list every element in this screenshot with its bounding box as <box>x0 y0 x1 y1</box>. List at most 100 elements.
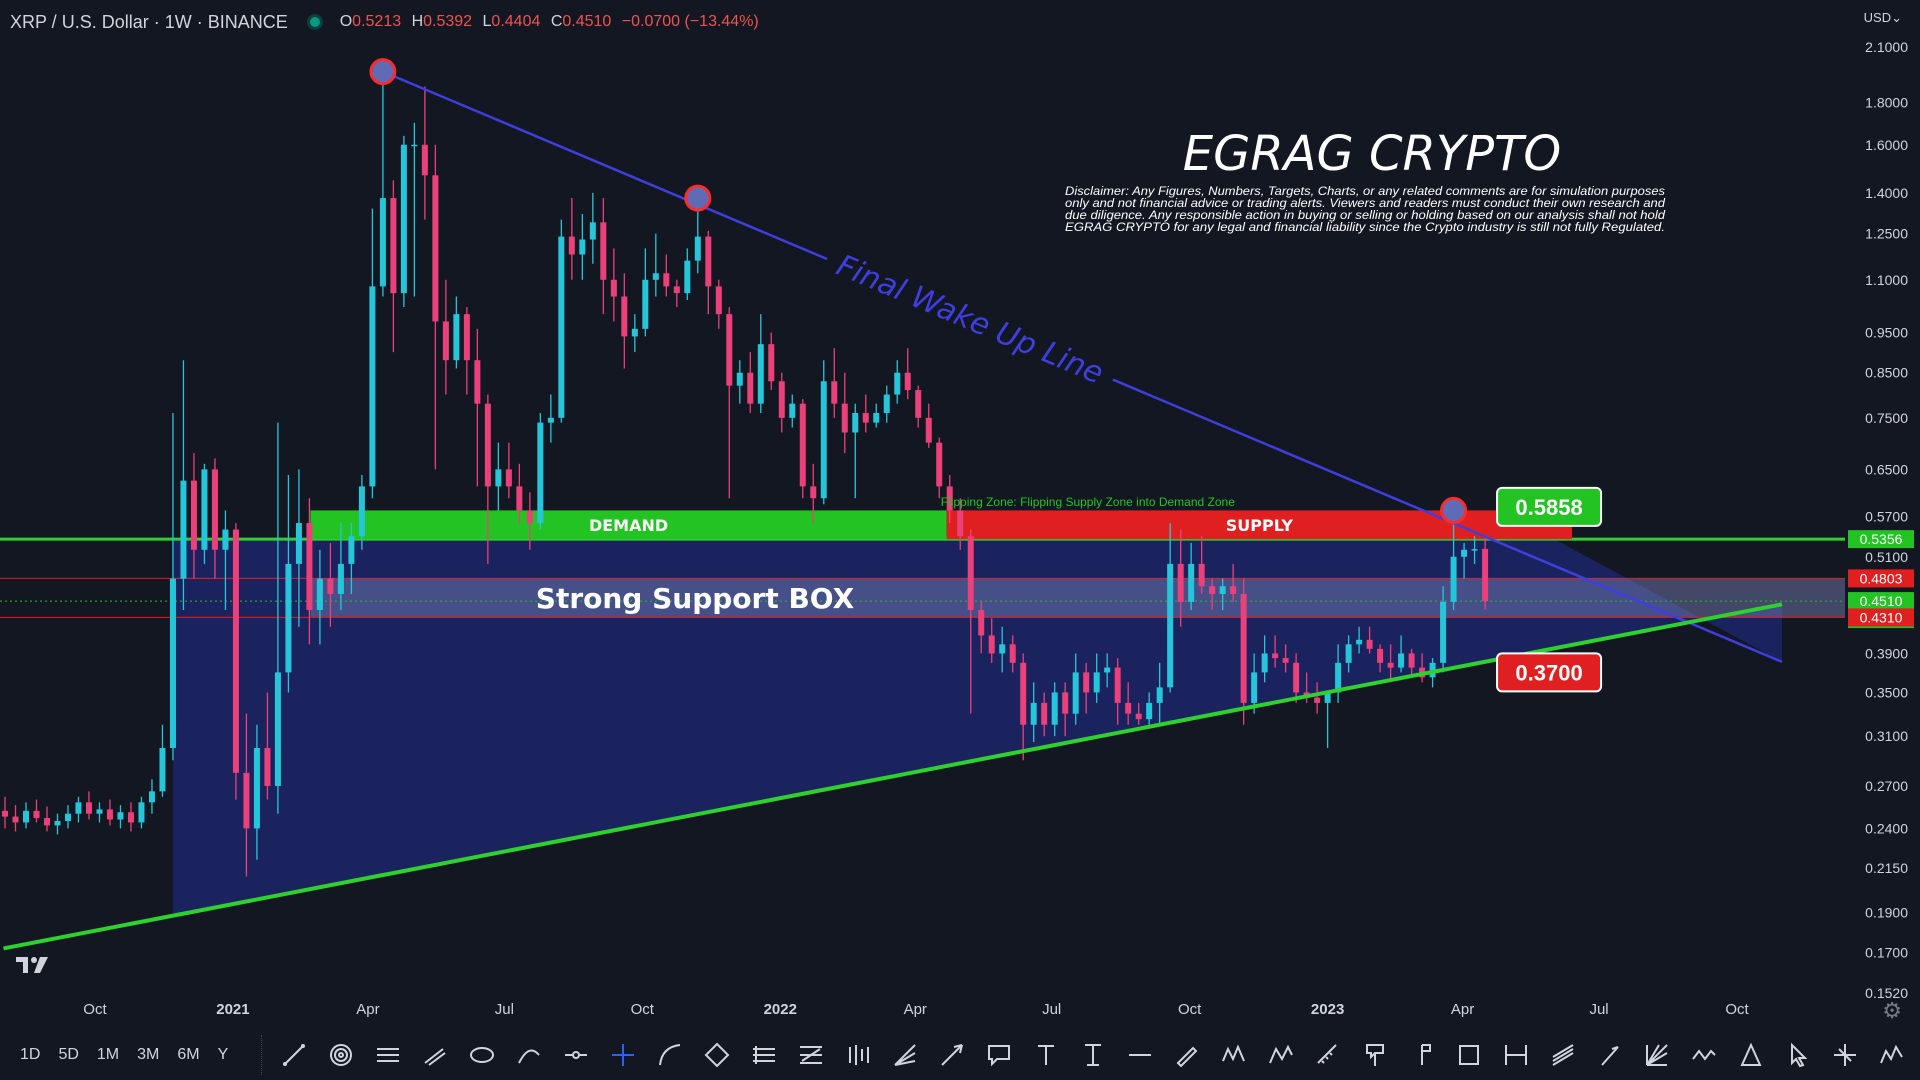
candle-body[interactable] <box>957 510 964 537</box>
ellipse-tool-icon[interactable] <box>462 1035 502 1075</box>
candle-body[interactable] <box>33 810 40 819</box>
arc-tool-icon[interactable] <box>650 1035 690 1075</box>
candle-body[interactable] <box>873 413 880 423</box>
candle-body[interactable] <box>568 236 575 255</box>
demand-zone[interactable] <box>310 510 947 540</box>
candle-body[interactable] <box>1356 639 1363 645</box>
candle-body[interactable] <box>1093 672 1100 693</box>
gann-fan-tool-icon[interactable] <box>1637 1035 1677 1075</box>
candle-body[interactable] <box>379 198 386 287</box>
strong-support-box[interactable] <box>310 578 1846 618</box>
candle-body[interactable] <box>705 236 712 287</box>
candle-body[interactable] <box>2 810 8 817</box>
candle-body[interactable] <box>547 417 554 423</box>
candle-body[interactable] <box>1230 586 1237 594</box>
text-tool-icon[interactable] <box>1026 1035 1066 1075</box>
pivot-circle[interactable] <box>369 58 397 86</box>
candle-body[interactable] <box>327 578 334 594</box>
regression-tool-icon[interactable] <box>791 1035 831 1075</box>
elliott-wave-tool-icon[interactable] <box>1214 1035 1254 1075</box>
candle-body[interactable] <box>558 236 565 418</box>
candle-body[interactable] <box>400 144 407 294</box>
signpost-tool-icon[interactable] <box>1355 1035 1395 1075</box>
candle-body[interactable] <box>925 417 932 443</box>
cursor-tool-icon[interactable] <box>1778 1035 1818 1075</box>
candle-body[interactable] <box>285 563 292 673</box>
candle-body[interactable] <box>684 260 691 294</box>
candle-body[interactable] <box>537 422 544 524</box>
candle-body[interactable] <box>306 523 313 610</box>
candle-body[interactable] <box>264 747 271 786</box>
candle-body[interactable] <box>747 372 754 404</box>
candle-body[interactable] <box>64 813 71 821</box>
candle-body[interactable] <box>1135 713 1142 720</box>
candle-body[interactable] <box>862 413 869 423</box>
candle-body[interactable] <box>799 403 806 487</box>
candle-body[interactable] <box>316 578 323 610</box>
candle-body[interactable] <box>1261 653 1268 673</box>
candle-body[interactable] <box>736 372 743 386</box>
candle-body[interactable] <box>988 635 995 654</box>
candle-body[interactable] <box>1461 549 1468 557</box>
anchored-note-tool-icon[interactable] <box>1073 1035 1113 1075</box>
candle-body[interactable] <box>211 469 218 550</box>
candle-body[interactable] <box>1072 672 1079 714</box>
candle-body[interactable] <box>904 372 911 391</box>
candle-body[interactable] <box>589 222 596 240</box>
candle-body[interactable] <box>369 286 376 487</box>
supply-zone[interactable] <box>946 510 1573 540</box>
candle-body[interactable] <box>1293 662 1300 693</box>
timeframe-5d[interactable]: 5D <box>58 1046 79 1063</box>
candle-body[interactable] <box>243 772 250 829</box>
candle-body[interactable] <box>600 222 607 280</box>
candle-body[interactable] <box>1377 648 1384 663</box>
candle-body[interactable] <box>516 486 523 511</box>
candle-body[interactable] <box>432 175 439 322</box>
candle-body[interactable] <box>85 802 92 814</box>
candle-body[interactable] <box>936 442 943 487</box>
candle-body[interactable] <box>295 523 302 564</box>
candle-body[interactable] <box>463 314 470 361</box>
candle-body[interactable] <box>1345 644 1352 663</box>
candle-body[interactable] <box>253 747 260 829</box>
pivot-circle[interactable] <box>1440 496 1468 524</box>
candle-body[interactable] <box>526 510 533 524</box>
price-callout-box[interactable] <box>1496 486 1603 527</box>
timeframe-6m[interactable]: 6M <box>177 1046 200 1063</box>
candle-body[interactable] <box>201 469 208 550</box>
candle-body[interactable] <box>442 321 449 361</box>
candle-body[interactable] <box>1030 702 1037 725</box>
candle-body[interactable] <box>117 812 124 820</box>
pitchfork-tool-icon[interactable] <box>744 1035 784 1075</box>
triangle-tool-icon[interactable] <box>1731 1035 1771 1075</box>
candle-body[interactable] <box>841 403 848 433</box>
candle-body[interactable] <box>1366 639 1373 649</box>
candle-body[interactable] <box>621 296 628 337</box>
candle-body[interactable] <box>169 578 176 748</box>
candle-body[interactable] <box>831 381 838 404</box>
candle-body[interactable] <box>411 144 418 147</box>
candle-body[interactable] <box>1198 563 1205 587</box>
candle-body[interactable] <box>852 413 859 433</box>
candle-body[interactable] <box>138 802 145 823</box>
horizontal-ray-tool-icon[interactable] <box>368 1035 408 1075</box>
candle-body[interactable] <box>757 344 764 404</box>
candle-body[interactable] <box>12 816 19 823</box>
candle-body[interactable] <box>348 536 355 564</box>
parallel-channel-tool-icon[interactable] <box>415 1035 455 1075</box>
candle-body[interactable] <box>894 372 901 395</box>
xabcd-tool-icon[interactable] <box>1684 1035 1724 1075</box>
abcd-pattern-tool-icon[interactable] <box>1261 1035 1301 1075</box>
trend-line-tool-icon[interactable] <box>274 1035 314 1075</box>
timeframe-3m[interactable]: 3M <box>137 1046 160 1063</box>
candle-body[interactable] <box>222 529 229 550</box>
timeframe-y[interactable]: Y <box>217 1046 229 1063</box>
timeframe-1m[interactable]: 1M <box>96 1046 120 1063</box>
candle-body[interactable] <box>106 809 113 820</box>
candle-body[interactable] <box>1398 653 1405 668</box>
candle-body[interactable] <box>1167 563 1174 688</box>
candle-body[interactable] <box>631 328 638 337</box>
candle-body[interactable] <box>337 563 344 594</box>
flag-tool-icon[interactable] <box>1402 1035 1442 1075</box>
pivot-circle[interactable] <box>684 184 712 212</box>
